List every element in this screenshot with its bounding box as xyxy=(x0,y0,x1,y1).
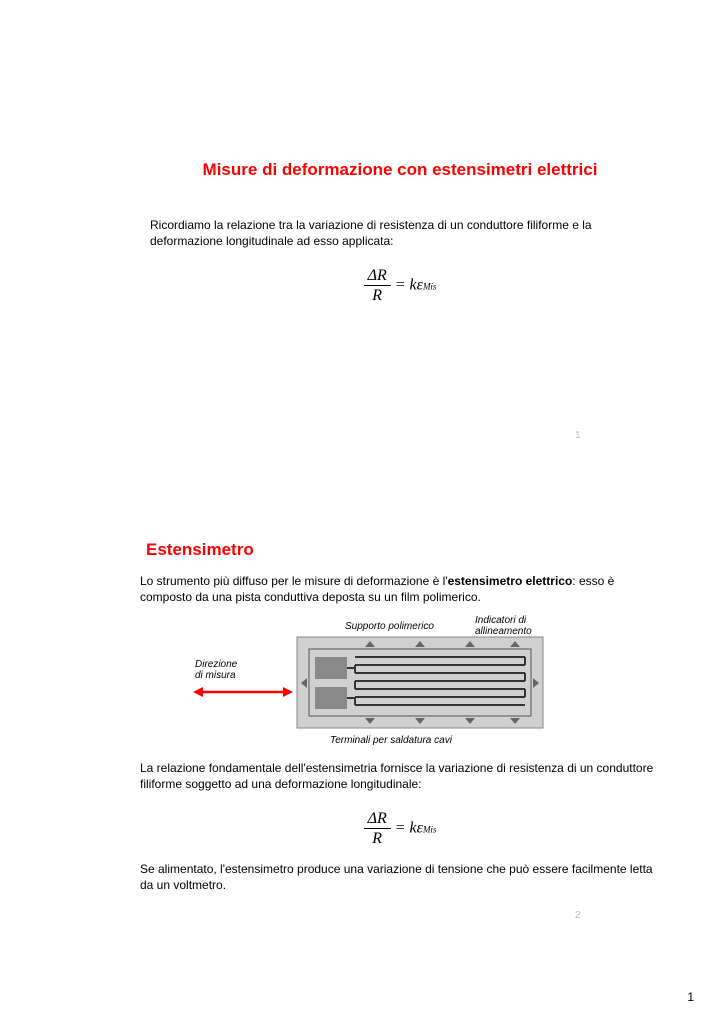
slide-2-equation: ΔR R = kεMis xyxy=(140,802,660,854)
slide-1-equation: ΔR R = kεMis xyxy=(150,259,650,311)
slide-1-title: Misure di deformazione con estensimetri … xyxy=(150,160,650,180)
slide-2-para-3: Se alimentato, l'estensimetro produce un… xyxy=(140,862,660,893)
label-indicatori: Indicatori di allineamento xyxy=(475,615,532,637)
eq1-rhs: = kε xyxy=(395,277,423,294)
eq2-sub: Mis xyxy=(423,825,437,835)
slide-2: Estensimetro Lo strumento più diffuso pe… xyxy=(140,540,660,903)
eq1-denominator: R xyxy=(364,286,391,305)
label-direzione: Direzione di misura xyxy=(195,659,237,681)
slide-2-para-1-strong: estensimetro elettrico xyxy=(448,574,573,588)
page-number: 1 xyxy=(687,990,694,1004)
slide-1: Misure di deformazione con estensimetri … xyxy=(150,160,650,311)
slide-2-number: 2 xyxy=(575,910,581,921)
slide-2-para-2: La relazione fondamentale dell'estensime… xyxy=(140,761,660,792)
label-terminali: Terminali per saldatura cavi xyxy=(330,735,452,746)
slide-2-para-1a: Lo strumento più diffuso per le misure d… xyxy=(140,574,448,588)
strain-gauge-icon xyxy=(295,635,545,730)
slide-1-para-1: Ricordiamo la relazione tra la variazion… xyxy=(150,218,650,249)
strain-gauge-diagram: Direzione di misura Supporto polimerico … xyxy=(165,615,635,755)
slide-2-title: Estensimetro xyxy=(146,540,660,560)
slide-2-para-1: Lo strumento più diffuso per le misure d… xyxy=(140,574,660,605)
eq2-denominator: R xyxy=(364,829,391,848)
eq1-sub: Mis xyxy=(423,282,437,292)
eq1-numerator: ΔR xyxy=(364,267,391,286)
eq2-numerator: ΔR xyxy=(364,810,391,829)
eq2-rhs: = kε xyxy=(395,820,423,837)
slide-1-number: 1 xyxy=(575,430,581,441)
label-supporto: Supporto polimerico xyxy=(345,621,434,632)
measurement-arrow-icon xyxy=(193,685,293,699)
